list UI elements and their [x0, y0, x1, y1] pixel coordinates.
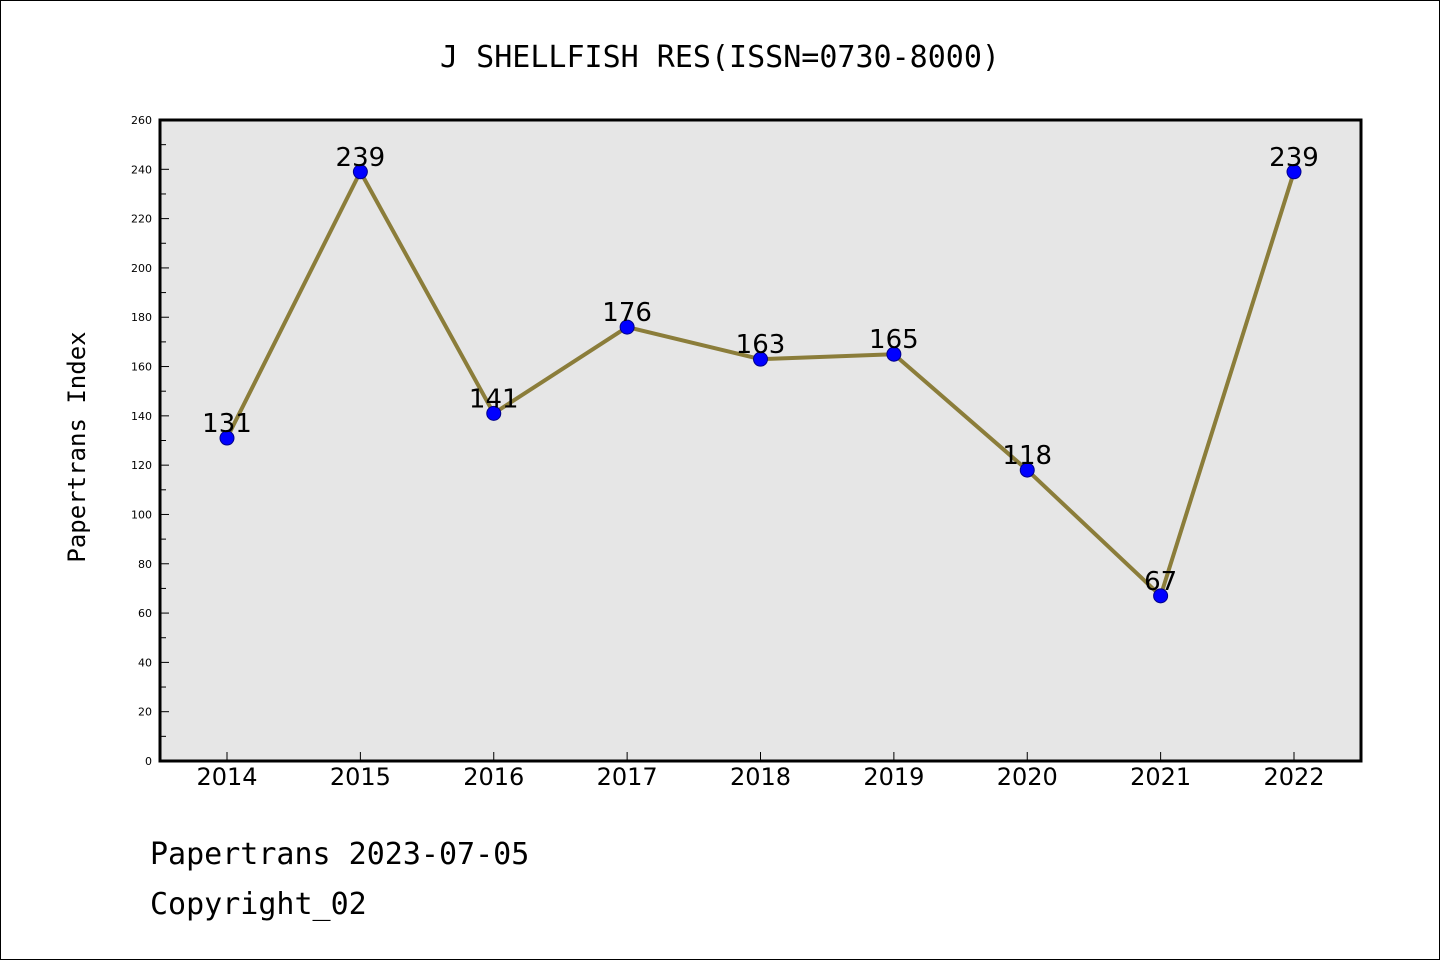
y-tick-label: 180 [131, 311, 152, 324]
series-layer [219, 164, 1302, 604]
x-tick-label: 2021 [1130, 763, 1191, 791]
x-tick-label: 2014 [196, 763, 257, 791]
data-label: 239 [336, 143, 386, 173]
data-label: 239 [1269, 143, 1319, 173]
data-label: 141 [469, 384, 519, 414]
y-tick-label: 120 [131, 459, 152, 472]
data-point [1286, 164, 1302, 180]
y-tick-label: 0 [145, 755, 152, 768]
y-tick-label: 20 [138, 706, 152, 719]
y-tick-label: 160 [131, 361, 152, 374]
y-tick-label: 60 [138, 607, 152, 620]
data-point [219, 430, 235, 446]
data-point [753, 351, 768, 367]
x-tick-label: 2017 [597, 763, 658, 791]
y-tick-label: 40 [138, 656, 152, 669]
y-tick-label: 260 [131, 114, 152, 127]
y-tick-label: 220 [131, 213, 152, 226]
data-point [486, 405, 502, 421]
x-axis: 2014 2015 2016 2017 2018 2019 2020 2021 2022 [196, 752, 1325, 791]
y-axis-label: Papertrans Index [63, 331, 91, 562]
data-point [886, 346, 902, 362]
footer-copyright: Copyright_02 [150, 887, 367, 922]
y-tick-label: 240 [131, 163, 152, 176]
y-axis: 0 20 40 60 80 100 120 140 160 180 200 220 240 260 [131, 114, 169, 768]
x-tick-label: 2015 [330, 763, 391, 791]
data-label: 176 [602, 298, 652, 328]
data-label: 118 [1002, 441, 1052, 471]
y-tick-label: 140 [131, 410, 152, 423]
data-label: 131 [202, 409, 252, 439]
plot-area [158, 118, 1363, 763]
x-tick-label: 2019 [863, 763, 924, 791]
data-point [352, 164, 368, 180]
data-label: 163 [736, 330, 786, 360]
data-label: 165 [869, 325, 919, 355]
y-tick-label: 200 [131, 262, 152, 275]
data-point [1019, 462, 1035, 478]
x-tick-label: 2020 [997, 763, 1058, 791]
chart-title: J SHELLFISH RES(ISSN=0730-8000) [440, 40, 1000, 75]
x-tick-label: 2018 [730, 763, 791, 791]
x-tick-label: 2022 [1263, 763, 1324, 791]
data-point [1153, 588, 1169, 604]
data-point [619, 319, 635, 335]
data-labels: 131 239 141 176 163 165 118 67 239 [202, 143, 1319, 597]
y-tick-label: 80 [138, 558, 152, 571]
y-tick-label: 100 [131, 508, 152, 521]
data-label: 67 [1144, 567, 1177, 597]
footer-date: Papertrans 2023-07-05 [150, 837, 529, 872]
x-tick-label: 2016 [463, 763, 524, 791]
